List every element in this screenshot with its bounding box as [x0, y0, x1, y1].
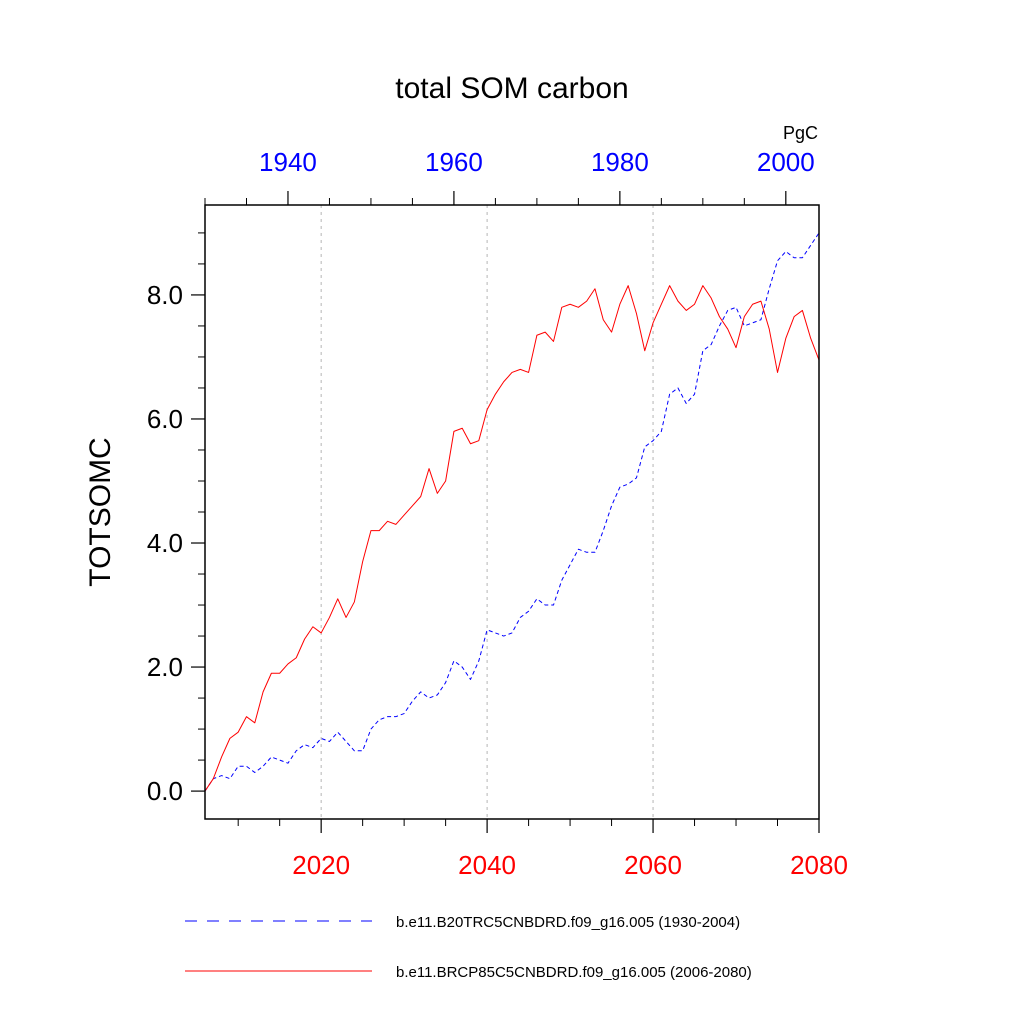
x-bottom-tick-label: 2060 — [624, 850, 682, 880]
grid-lines — [320, 205, 654, 819]
y-tick-label: 4.0 — [147, 528, 183, 558]
series-line-historical — [204, 232, 820, 792]
units-label: PgC — [783, 123, 818, 143]
x-top-tick-label: 1940 — [259, 147, 317, 177]
axes: 2020 2040 2060 2080 1940 1960 1980 2000 0.0 2.0 4.… — [147, 147, 848, 880]
y-tick-label: 2.0 — [147, 652, 183, 682]
legend-label: b.e11.BRCP85C5CNBDRD.f09_g16.005 (2006-2… — [396, 964, 752, 981]
x-bottom-tick-label: 2040 — [458, 850, 516, 880]
x-bottom-tick-label: 2020 — [292, 850, 350, 880]
x-top-tick-label: 1980 — [591, 147, 649, 177]
legend-label: b.e11.B20TRC5CNBDRD.f09_g16.005 (1930-20… — [396, 914, 740, 931]
series-lines — [204, 232, 820, 792]
y-axis-label: TOTSOMC — [84, 437, 117, 586]
chart-title: total SOM carbon — [395, 72, 628, 105]
y-tick-label: 6.0 — [147, 404, 183, 434]
x-bottom-tick-label: 2080 — [790, 850, 848, 880]
x-top-tick-label: 2000 — [757, 147, 815, 177]
series-line-rcp85 — [204, 285, 820, 792]
y-tick-label: 8.0 — [147, 280, 183, 310]
y-tick-label: 0.0 — [147, 776, 183, 806]
legend: b.e11.B20TRC5CNBDRD.f09_g16.005 (1930-20… — [185, 914, 752, 981]
x-top-tick-label: 1960 — [425, 147, 483, 177]
